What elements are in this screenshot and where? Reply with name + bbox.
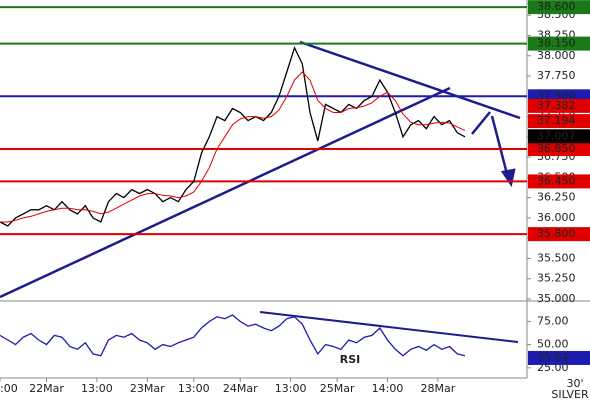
trend-line bbox=[0, 86, 451, 299]
value-tag-label: 37.007 bbox=[537, 129, 576, 142]
x-tick-label: 13:00 bbox=[275, 382, 307, 395]
level-label: 36.850 bbox=[537, 142, 576, 155]
x-tick-label: 14:00 bbox=[372, 382, 404, 395]
x-tick-label: 24Mar bbox=[223, 382, 258, 395]
level-label: 38.600 bbox=[537, 0, 576, 13]
value-tag bbox=[528, 114, 590, 129]
value-tag-label: 37.194 bbox=[537, 114, 576, 127]
y-tick-label: 50.00 bbox=[537, 338, 569, 351]
value-tag bbox=[528, 350, 590, 365]
y-tick-label: 38.000 bbox=[537, 49, 576, 62]
level-tag bbox=[528, 227, 590, 242]
x-tick-label: 25Mar bbox=[320, 382, 355, 395]
series-line bbox=[0, 314, 466, 357]
level-label: 38.150 bbox=[537, 37, 576, 50]
level-label: 35.800 bbox=[537, 227, 576, 240]
level-tag bbox=[528, 36, 590, 51]
level-label: 36.450 bbox=[537, 174, 576, 187]
y-tick-label: 36.250 bbox=[537, 191, 576, 204]
level-tag bbox=[528, 142, 590, 157]
period-label: 30' bbox=[566, 377, 583, 390]
rsi-title: RSI bbox=[340, 353, 361, 366]
trend-annotations bbox=[0, 40, 521, 343]
value-tag-label: 35.64 bbox=[537, 351, 569, 364]
trend-line bbox=[299, 40, 521, 120]
y-tick-label: 35.500 bbox=[537, 251, 576, 264]
value-tag bbox=[528, 129, 590, 144]
level-tag bbox=[528, 0, 590, 15]
y-tick-label: 35.250 bbox=[537, 272, 576, 285]
forecast-arrow bbox=[490, 115, 510, 179]
y-tick-label: 36.000 bbox=[537, 211, 576, 224]
x-tick-label: 13:00 bbox=[178, 382, 210, 395]
x-tick-label: 13:00 bbox=[81, 382, 113, 395]
series-line bbox=[0, 71, 466, 223]
y-tick-label: 35.000 bbox=[537, 292, 576, 305]
y-tick-label: 75.00 bbox=[537, 314, 569, 327]
level-tag bbox=[528, 174, 590, 189]
rsi-trend-line bbox=[259, 311, 519, 343]
x-tick-label: 22Mar bbox=[29, 382, 64, 395]
symbol-label: SILVER bbox=[551, 388, 589, 400]
forecast-arrow bbox=[471, 111, 491, 135]
x-tick-label: 23Mar bbox=[130, 382, 165, 395]
x-tick-label: :00 bbox=[0, 382, 18, 395]
value-tag-label: 37.382 bbox=[537, 99, 576, 112]
value-tag bbox=[528, 98, 590, 113]
y-tick-label: 37.750 bbox=[537, 69, 576, 82]
x-tick-label: 28Mar bbox=[420, 382, 455, 395]
